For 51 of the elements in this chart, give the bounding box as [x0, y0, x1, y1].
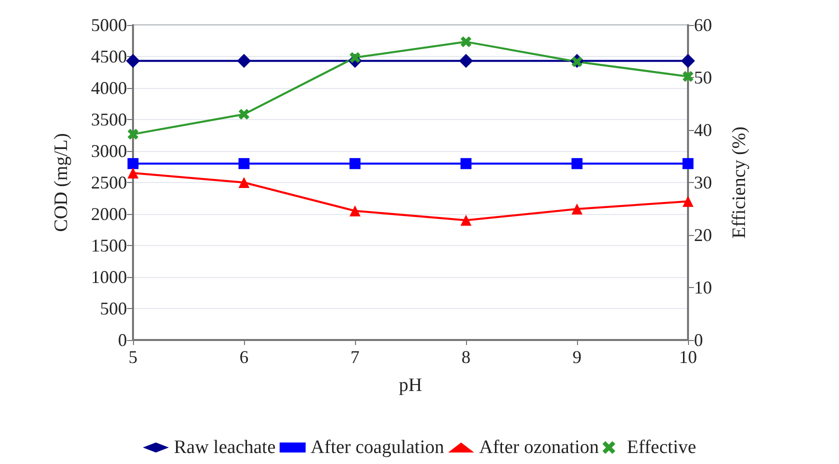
legend-label: After ozonation [479, 437, 600, 458]
x-tick-label: 6 [240, 347, 248, 367]
x-tick-label: 8 [462, 347, 470, 367]
legend-label: Raw leachate [174, 437, 276, 458]
y2-tick-label: 0 [694, 330, 703, 350]
x-tick-label: 10 [679, 347, 697, 367]
legend-label: Effective [626, 437, 696, 458]
point [572, 158, 582, 170]
legend-label: After coagulation [310, 437, 445, 458]
point [460, 158, 472, 170]
point [682, 158, 694, 170]
y-tick-label: 0 [118, 330, 127, 350]
point [683, 71, 693, 82]
x-tick-label: 7 [350, 347, 360, 367]
y-tick-label: 5000 [91, 15, 127, 35]
y2-tick-label: 30 [694, 172, 712, 192]
y-tick-label: 3500 [91, 110, 127, 130]
y2-tick-label: 20 [694, 225, 712, 245]
y2-tick-label: 40 [694, 120, 712, 140]
x-axis-title: pH [398, 375, 422, 396]
y2-axis-title: Efficiency (%) [729, 126, 750, 239]
y-tick-label: 1000 [91, 267, 127, 287]
point [239, 109, 249, 120]
point [128, 158, 138, 170]
y-tick-label: 4500 [91, 46, 127, 66]
y-tick-label: 500 [100, 298, 127, 318]
point [237, 54, 251, 68]
point [461, 36, 471, 47]
y-tick-label: 4000 [91, 78, 127, 98]
y-tick-label: 1500 [91, 236, 127, 256]
point [681, 54, 695, 68]
y-tick-label: 2000 [91, 204, 127, 224]
point [350, 205, 360, 216]
point [572, 203, 582, 214]
point [238, 177, 250, 188]
point [459, 54, 473, 68]
y2-tick-label: 10 [694, 278, 712, 298]
point [350, 158, 360, 170]
y2-tick-label: 50 [694, 68, 712, 88]
y-tick-label: 3000 [91, 141, 127, 161]
point [460, 214, 472, 226]
point [238, 158, 250, 170]
point [128, 168, 138, 179]
y-tick-label: 2500 [91, 172, 127, 192]
y2-tick-label: 60 [694, 15, 712, 35]
point [126, 54, 140, 68]
point [128, 129, 138, 140]
point [682, 196, 694, 207]
y-axis-title: COD (mg/L) [51, 133, 72, 232]
x-tick-label: 5 [128, 347, 138, 367]
x-tick-label: 9 [572, 347, 582, 367]
